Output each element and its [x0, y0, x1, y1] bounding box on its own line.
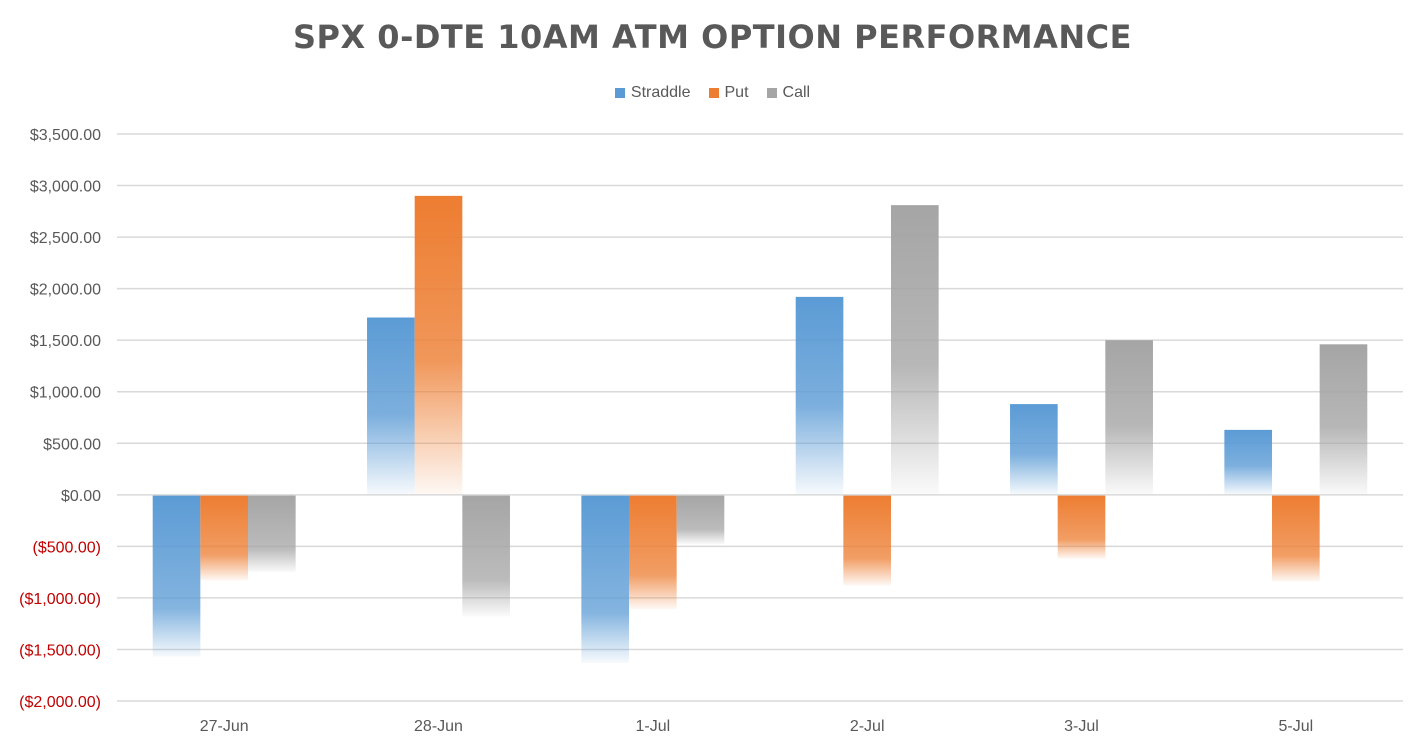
y-tick-label: ($2,000.00) — [19, 694, 101, 711]
bar-call-27-jun — [247, 494, 296, 573]
y-tick-label: ($500.00) — [33, 539, 102, 556]
y-tick-label: $1,500.00 — [30, 333, 101, 350]
y-axis-labels: $3,500.00 $3,000.00 $2,500.00 $2,000.00 $1,5… — [19, 127, 101, 711]
legend-swatch-put — [708, 88, 719, 98]
x-tick-label: 28-Jun — [414, 718, 463, 735]
bar-put-27-jun — [200, 494, 248, 581]
bar-straddle-3-jul — [1010, 404, 1058, 495]
legend-swatch-straddle — [614, 88, 625, 98]
y-tick-label: $1,000.00 — [30, 385, 101, 402]
bar-put-3-jul — [1057, 494, 1106, 559]
bar-put-5-jul — [1272, 494, 1320, 582]
y-tick-label: $0.00 — [61, 488, 101, 505]
bar-put-1-jul — [629, 494, 677, 610]
chart-title: SPX 0-DTE 10AM ATM OPTION PERFORMANCE — [292, 18, 1133, 56]
bar-call-3-jul — [1105, 340, 1153, 495]
bar-put-28-jun — [414, 195, 463, 495]
bar-call-28-jun — [462, 494, 510, 617]
x-tick-label: 1-Jul — [635, 718, 670, 735]
bar-call-1-jul — [676, 494, 725, 545]
y-tick-label: ($1,500.00) — [19, 642, 101, 659]
x-tick-label: 3-Jul — [1064, 718, 1099, 735]
y-tick-label: $3,000.00 — [30, 179, 101, 196]
x-tick-label: 27-Jun — [200, 718, 249, 735]
legend: Straddle Put Call — [0, 84, 1425, 102]
bars — [152, 195, 1368, 663]
grid-layer — [117, 133, 1403, 702]
legend-item-put: Put — [708, 84, 749, 102]
legend-item-call: Call — [766, 84, 811, 102]
legend-item-straddle: Straddle — [614, 84, 691, 102]
bar-straddle-5-jul — [1224, 429, 1273, 495]
bar-put-2-jul — [843, 494, 891, 586]
bar-straddle-2-jul — [795, 296, 844, 495]
y-tick-label: $3,500.00 — [30, 127, 101, 144]
legend-swatch-call — [766, 88, 777, 98]
bar-straddle-28-jun — [367, 317, 415, 495]
y-tick-label: ($1,000.00) — [19, 591, 101, 608]
bar-call-2-jul — [890, 205, 939, 495]
y-tick-label: $500.00 — [43, 436, 101, 453]
legend-label-call: Call — [782, 84, 811, 101]
x-tick-label: 5-Jul — [1278, 718, 1313, 735]
legend-label-put: Put — [724, 84, 749, 101]
bar-straddle-27-jun — [152, 494, 201, 657]
legend-label-straddle: Straddle — [630, 84, 691, 101]
y-tick-label: $2,500.00 — [30, 230, 101, 247]
y-tick-label: $2,000.00 — [30, 282, 101, 299]
bar-call-5-jul — [1319, 344, 1368, 495]
x-tick-label: 2-Jul — [850, 718, 885, 735]
bar-straddle-1-jul — [581, 494, 630, 663]
x-axis-labels: 27-Jun 28-Jun 1-Jul 2-Jul 3-Jul 5-Jul — [200, 718, 1313, 735]
